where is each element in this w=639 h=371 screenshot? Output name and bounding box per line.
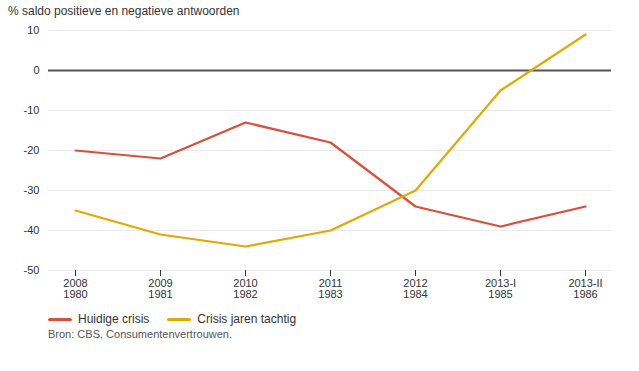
svg-text:0: 0 — [33, 64, 39, 76]
svg-text:2013-II1986: 2013-II1986 — [568, 277, 602, 300]
svg-text:-40: -40 — [24, 224, 40, 236]
html-text:Crisis jaren tachtig: Crisis jaren tachtig — [197, 312, 297, 326]
svg-text:-30: -30 — [24, 184, 40, 196]
html-text:Bron: CBS, Consumentenvertrouw: Bron: CBS, Consumentenvertrouwen. — [48, 328, 232, 340]
svg-text:20081980: 20081980 — [63, 277, 87, 300]
svg-text:20091981: 20091981 — [148, 277, 172, 300]
html-text:% saldo positieve en negatieve: % saldo positieve en negatieve antwoorde… — [8, 4, 240, 18]
svg-text:10: 10 — [27, 24, 39, 36]
svg-text:-50: -50 — [24, 264, 40, 276]
svg-text:2013-I1985: 2013-I1985 — [485, 277, 516, 300]
svg-text:-10: -10 — [24, 104, 40, 116]
svg-text:20111983: 20111983 — [318, 277, 342, 300]
svg-text:20101982: 20101982 — [233, 277, 257, 300]
html-text:Huidige crisis: Huidige crisis — [78, 312, 150, 326]
svg-text:20121984: 20121984 — [403, 277, 427, 300]
svg-text:-20: -20 — [24, 144, 40, 156]
